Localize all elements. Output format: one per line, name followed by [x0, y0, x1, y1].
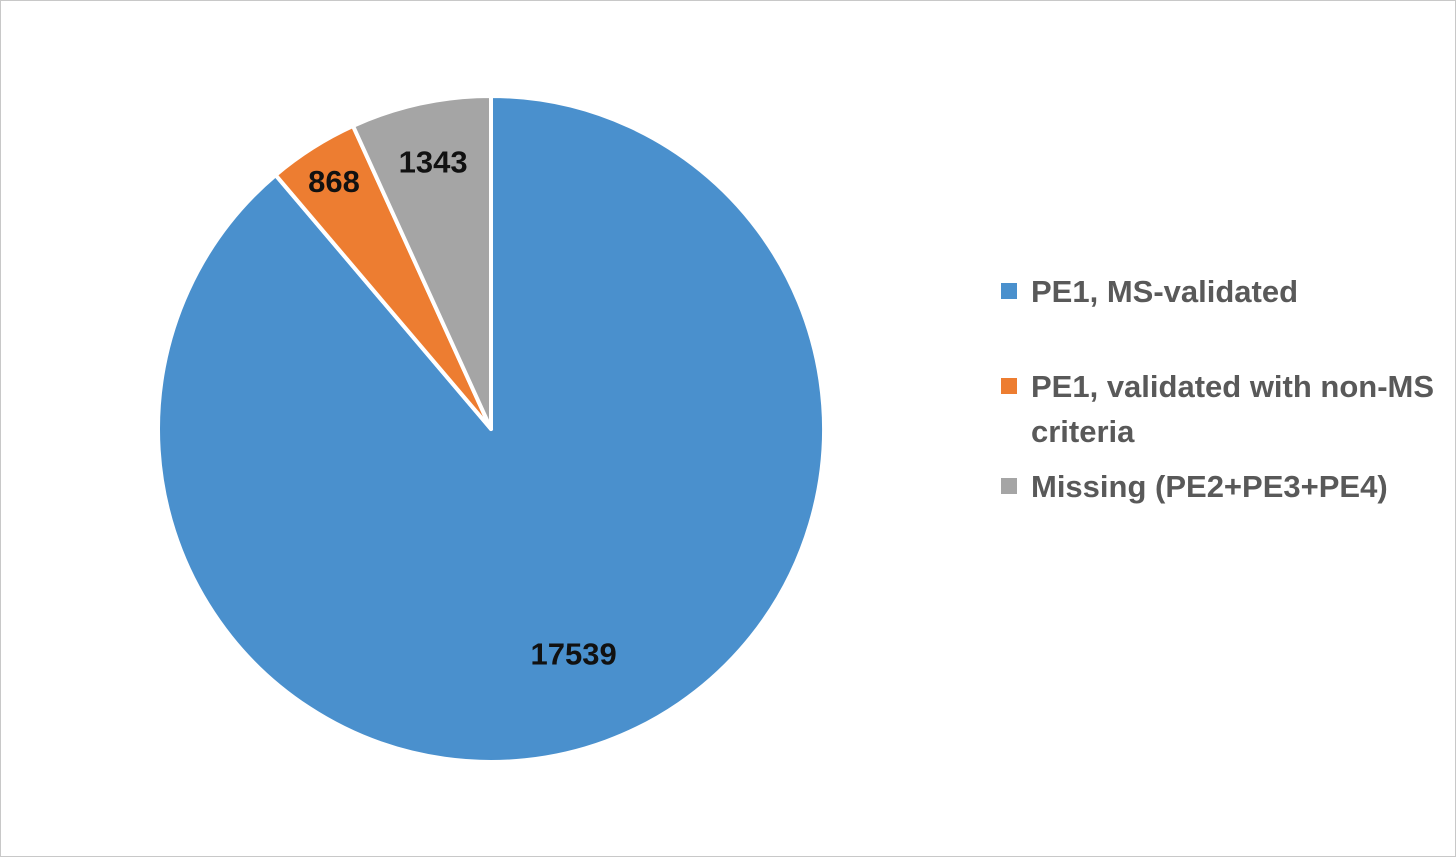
data-label-slice-2: 868: [308, 164, 360, 199]
legend-label: PE1, MS-validated: [1031, 274, 1299, 309]
legend-swatch-orange: [1001, 378, 1017, 394]
legend: PE1, MS-validated PE1, validated with no…: [1001, 269, 1441, 509]
data-label-slice-1: 17539: [530, 637, 616, 672]
legend-label: PE1, validated with non-MS criteria: [1031, 369, 1435, 449]
legend-swatch-blue: [1001, 283, 1017, 299]
legend-item-missing: Missing (PE2+PE3+PE4): [1001, 464, 1441, 509]
legend-item-pe1-non-ms: PE1, validated with non-MS criteria: [1001, 364, 1441, 454]
legend-label: Missing (PE2+PE3+PE4): [1031, 469, 1388, 504]
pie-slice-3: [351, 94, 493, 431]
legend-swatch-gray: [1001, 478, 1017, 494]
data-label-slice-3: 1343: [399, 145, 468, 180]
data-labels: 17539 868 1343: [308, 145, 617, 672]
legend-item-pe1-ms-validated: PE1, MS-validated: [1001, 269, 1441, 314]
